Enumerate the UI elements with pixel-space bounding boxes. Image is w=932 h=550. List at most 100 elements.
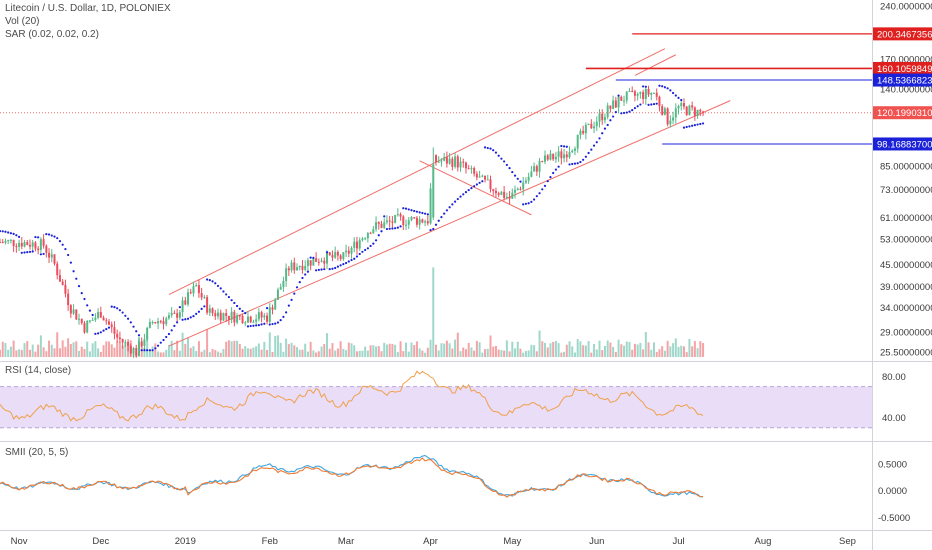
candle-body xyxy=(385,220,388,223)
candle-body xyxy=(682,103,685,107)
volume-bar xyxy=(590,352,593,357)
sar-legend[interactable]: SAR (0.02, 0.02, 0.2) xyxy=(5,29,99,40)
sar-dot xyxy=(603,127,607,130)
candle-body xyxy=(576,134,579,149)
volume-bar xyxy=(15,350,18,357)
sar-dot xyxy=(105,327,108,331)
sar-dot xyxy=(173,324,176,327)
trend-channel[interactable] xyxy=(168,48,731,347)
sar-dot xyxy=(0,229,2,233)
candle-body xyxy=(9,239,12,241)
candle-body xyxy=(394,214,397,223)
sar-dot xyxy=(358,252,361,256)
volume-bar xyxy=(691,346,694,357)
volume-bar xyxy=(315,352,318,357)
volume-bar xyxy=(424,352,427,357)
candle-body xyxy=(20,243,23,247)
sar-dot xyxy=(31,250,34,253)
volume-bar xyxy=(693,341,696,357)
volume-bar xyxy=(544,342,546,357)
sar-dot xyxy=(265,307,269,310)
volume-bar xyxy=(53,348,56,357)
volume-bar xyxy=(601,350,604,357)
sar-dot xyxy=(121,311,124,314)
price-axis[interactable]: 240.00000000 170.00000000 140.00000000 120.… xyxy=(873,2,932,359)
candle-body xyxy=(0,242,1,244)
sar-dot xyxy=(691,124,694,127)
sar-dot xyxy=(162,338,165,342)
volume-bar xyxy=(437,350,440,357)
sar-dot xyxy=(192,315,195,318)
candle-body xyxy=(369,232,372,234)
sar-dot xyxy=(562,145,566,148)
volume-bar xyxy=(200,351,203,357)
sar-dot xyxy=(20,251,23,254)
sar-dot xyxy=(682,126,686,129)
sar-dot xyxy=(184,318,187,321)
candle-body xyxy=(623,100,626,102)
candle-body xyxy=(241,315,244,324)
volume-bar xyxy=(176,340,179,357)
candle-body xyxy=(78,318,81,320)
volume-bar xyxy=(650,349,653,357)
volume-bars xyxy=(0,267,705,357)
volume-bar xyxy=(497,349,500,357)
candle-body xyxy=(39,239,42,251)
time-tick-label: Jun xyxy=(589,536,604,547)
sar-dot xyxy=(669,89,672,92)
volume-bar xyxy=(478,342,481,357)
sar-dot xyxy=(658,84,661,87)
volume-bar xyxy=(524,350,527,357)
smii-legend[interactable]: SMII (20, 5, 5) xyxy=(5,447,69,458)
volume-bar xyxy=(582,345,585,357)
candle-body xyxy=(644,89,647,99)
sar-dot xyxy=(519,180,522,183)
candle-body xyxy=(15,246,18,248)
candle-body xyxy=(633,91,636,96)
candle-body xyxy=(317,261,320,263)
volume-bar xyxy=(355,351,358,357)
sar-dot xyxy=(614,111,617,114)
symbol-title[interactable]: Litecoin / U.S. Dollar, 1D, POLONIEX xyxy=(5,3,171,14)
volume-bar xyxy=(473,350,476,357)
candle-body xyxy=(554,156,557,160)
candle-body xyxy=(579,130,582,135)
candle-body xyxy=(631,91,634,93)
candle-body xyxy=(552,153,555,160)
rsi-legend[interactable]: RSI (14, close) xyxy=(5,365,72,376)
volume-bar xyxy=(552,341,555,357)
volume-bar xyxy=(290,342,293,357)
sar-dot xyxy=(497,154,500,157)
sar-dot xyxy=(576,162,579,165)
candle-body xyxy=(527,176,530,181)
volume-bar xyxy=(78,350,81,357)
time-axis[interactable]: Nov Dec 2019 Feb Mar Apr May Jun Jul Aug Sep xyxy=(11,536,856,547)
volume-bar xyxy=(334,350,337,357)
sar-dot xyxy=(293,292,296,295)
volume-bar xyxy=(369,345,372,357)
volume-bar xyxy=(350,343,353,357)
volume-bar xyxy=(102,345,105,357)
volume-bar xyxy=(50,344,53,357)
sar-dot xyxy=(309,256,312,259)
sar-dot xyxy=(647,103,650,106)
sar-dot xyxy=(424,212,427,215)
volume-legend[interactable]: Vol (20) xyxy=(5,16,40,27)
candle-body xyxy=(184,300,187,305)
sar-dot xyxy=(320,268,323,271)
volume-bar xyxy=(699,341,702,357)
candle-body xyxy=(666,108,669,125)
candle-body xyxy=(127,341,130,346)
candle-body xyxy=(653,92,655,94)
candle-body xyxy=(309,260,312,266)
candle-body xyxy=(590,123,593,129)
sar-dot xyxy=(342,263,345,266)
candle-body xyxy=(606,105,609,118)
time-tick-label: Sep xyxy=(839,536,856,547)
volume-bar xyxy=(154,343,157,357)
candle-body xyxy=(503,191,506,198)
horizontal-levels[interactable] xyxy=(0,33,872,145)
candle-body xyxy=(137,341,140,356)
sar-dot xyxy=(533,198,536,201)
